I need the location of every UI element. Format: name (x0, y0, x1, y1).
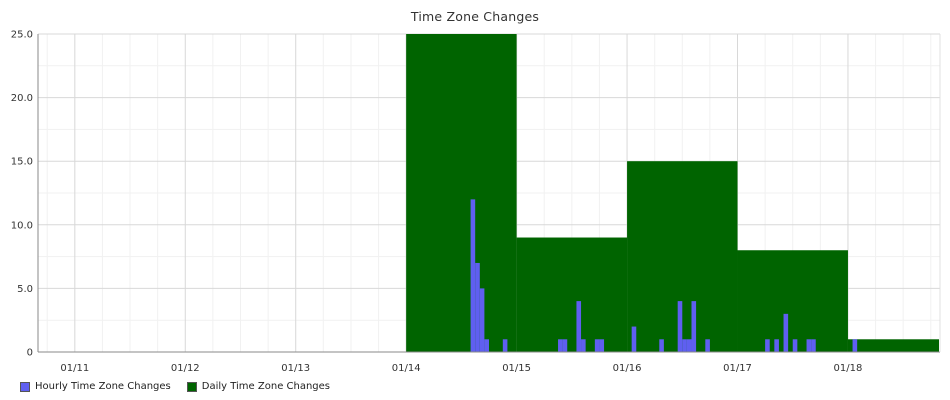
y-tick-label: 15.0 (11, 157, 33, 168)
y-tick-label: 10.0 (11, 220, 33, 231)
hourly-bar (484, 339, 489, 352)
y-tick-label: 20.0 (11, 93, 33, 104)
legend-item-hourly[interactable]: Hourly Time Zone Changes (20, 381, 171, 392)
hourly-bar (852, 339, 858, 352)
hourly-bar (470, 199, 476, 352)
hourly-bar (686, 339, 692, 352)
y-tick-label: 0 (27, 348, 33, 359)
hourly-bar (479, 288, 485, 352)
hourly-bar (806, 339, 812, 352)
hourly-bar (765, 339, 770, 352)
chart-title: Time Zone Changes (410, 9, 540, 24)
hourly-bar (562, 339, 568, 352)
x-tick-label: 01/12 (171, 363, 200, 374)
hourly-bar (475, 262, 480, 352)
hourly-bar (811, 339, 816, 352)
hourly-bar (576, 301, 582, 352)
hourly-bar (502, 339, 508, 352)
hourly-bar (691, 301, 697, 352)
legend-swatch-daily (186, 381, 197, 392)
x-tick-label: 01/13 (281, 363, 310, 374)
daily-bar (406, 34, 517, 352)
hourly-bar (659, 339, 664, 352)
daily-bar (847, 339, 939, 352)
hourly-bar (599, 339, 605, 352)
y-tick-label: 5.0 (17, 284, 33, 295)
hourly-bar (774, 339, 779, 352)
x-tick-label: 01/17 (723, 363, 752, 374)
hourly-bar (682, 339, 687, 352)
legend-label-daily: Daily Time Zone Changes (201, 381, 331, 392)
x-tick-label: 01/14 (392, 363, 421, 374)
legend-swatch-hourly (20, 381, 30, 392)
hourly-bar (594, 339, 600, 352)
x-tick-label: 01/18 (834, 363, 863, 374)
y-tick-label: 25.0 (11, 30, 33, 41)
daily-bar (516, 237, 628, 352)
legend-item-daily[interactable]: Daily Time Zone Changes (186, 381, 331, 392)
hourly-bar (783, 313, 789, 352)
legend: Hourly Time Zone Changes Daily Time Zone… (20, 381, 346, 392)
daily-bar (737, 250, 848, 352)
hourly-bar (631, 326, 637, 352)
hourly-bar (558, 339, 563, 352)
x-tick-label: 01/16 (613, 363, 642, 374)
hourly-bar (705, 339, 710, 352)
hourly-bar (792, 339, 798, 352)
x-tick-label: 01/15 (502, 363, 531, 374)
hourly-bar (581, 339, 586, 352)
hourly-bar (677, 301, 683, 352)
x-tick-label: 01/11 (60, 363, 89, 374)
legend-label-hourly: Hourly Time Zone Changes (35, 381, 171, 392)
